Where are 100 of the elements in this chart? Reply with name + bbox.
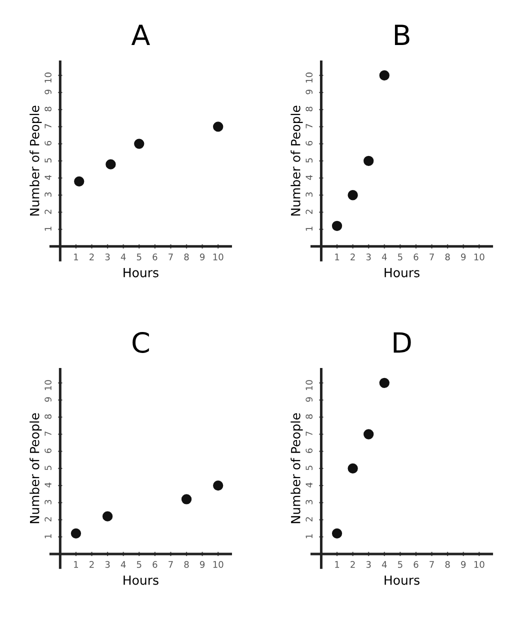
x-tick-label: 5: [398, 561, 402, 568]
point: [213, 122, 224, 132]
x-tick-label: 10: [474, 561, 484, 568]
y-tick-label: 8: [306, 414, 313, 419]
point: [348, 190, 358, 200]
y-tick-label: 2: [306, 517, 312, 522]
x-tick-label: 10: [213, 254, 224, 260]
y-tick-label: 5: [306, 466, 313, 470]
x-tick-label: 2: [90, 254, 94, 260]
point: [181, 494, 192, 504]
chart-title: C: [132, 332, 149, 353]
y-tick-label: 10: [44, 380, 52, 390]
x-tick-label: 6: [414, 561, 418, 568]
x-tick-label: 4: [120, 561, 126, 568]
y-tick-label: 2: [306, 210, 312, 214]
y-axis-title: Number of People: [30, 106, 42, 216]
x-axis-title: Hours: [384, 576, 420, 585]
y-tick-label: 10: [306, 380, 313, 390]
y-tick-label: 7: [306, 432, 312, 436]
x-tick-label: 8: [184, 561, 189, 568]
y-tick-label: 9: [44, 397, 52, 402]
point: [213, 480, 224, 491]
y-tick-label: 2: [44, 517, 52, 522]
y-tick-label: 4: [306, 175, 312, 180]
x-tick-label: 10: [213, 561, 224, 568]
point: [332, 528, 342, 539]
x-tick-label: 8: [445, 254, 450, 260]
y-tick-label: 4: [44, 482, 52, 488]
chart-title: B: [394, 24, 410, 46]
y-tick-label: 7: [306, 124, 312, 128]
point: [379, 378, 390, 388]
x-tick-label: 4: [382, 254, 387, 260]
x-tick-label: 7: [430, 254, 434, 260]
x-tick-label: 7: [168, 254, 173, 260]
x-tick-label: 1: [74, 254, 78, 260]
x-tick-label: 3: [366, 561, 371, 568]
point: [134, 138, 144, 149]
y-axis-title: Number of People: [30, 413, 42, 524]
x-tick-label: 3: [366, 254, 371, 260]
y-tick-label: 1: [306, 226, 312, 231]
y-tick-label: 1: [306, 534, 312, 538]
x-tick-label: 9: [461, 561, 466, 568]
x-tick-label: 6: [414, 254, 418, 260]
x-axis-title: Hours: [384, 268, 420, 278]
x-tick-label: 2: [350, 254, 355, 260]
point: [74, 176, 84, 187]
x-tick-label: 1: [335, 254, 340, 260]
point: [332, 220, 342, 231]
x-tick-label: 3: [105, 254, 110, 260]
x-tick-label: 5: [136, 561, 142, 568]
x-tick-label: 10: [474, 254, 484, 260]
chart-title: A: [131, 24, 150, 46]
x-tick-label: 7: [430, 561, 434, 568]
y-tick-label: 5: [44, 466, 52, 470]
y-axis-title: Number of People: [290, 106, 303, 216]
y-tick-label: 3: [306, 192, 313, 197]
x-tick-label: 7: [168, 561, 173, 568]
y-tick-label: 9: [44, 90, 52, 94]
point: [106, 159, 116, 170]
x-tick-label: 9: [461, 254, 466, 260]
y-tick-label: 1: [44, 226, 52, 231]
y-tick-label: 8: [44, 414, 52, 419]
x-tick-label: 8: [184, 254, 189, 260]
y-tick-label: 8: [306, 106, 313, 112]
y-tick-label: 7: [44, 124, 52, 128]
y-tick-label: 9: [306, 397, 313, 402]
y-tick-label: 5: [306, 158, 313, 163]
point: [348, 463, 358, 474]
y-tick-label: 10: [44, 72, 52, 82]
chart-title: D: [394, 332, 411, 353]
x-tick-label: 6: [152, 561, 158, 568]
y-tick-label: 1: [44, 534, 52, 538]
y-tick-label: 5: [44, 158, 52, 163]
y-tick-label: 9: [306, 90, 313, 94]
y-tick-label: 3: [306, 500, 313, 504]
y-tick-label: 6: [44, 140, 52, 146]
y-tick-label: 6: [306, 448, 313, 454]
x-tick-label: 1: [335, 561, 340, 568]
x-tick-label: 5: [398, 254, 402, 260]
y-tick-label: 6: [306, 140, 313, 146]
x-tick-label: 6: [152, 254, 158, 260]
x-tick-label: 2: [350, 561, 355, 568]
y-tick-label: 8: [44, 106, 52, 112]
y-tick-label: 2: [44, 210, 52, 214]
x-axis-title: Hours: [124, 268, 158, 278]
x-tick-label: 3: [105, 561, 110, 568]
x-tick-label: 8: [445, 561, 450, 568]
x-tick-label: 4: [382, 561, 387, 568]
point: [70, 528, 82, 539]
x-tick-label: 2: [90, 561, 94, 568]
y-tick-label: 7: [44, 432, 52, 436]
point: [364, 429, 374, 440]
point: [364, 156, 374, 166]
point: [379, 70, 390, 80]
x-tick-label: 4: [120, 254, 126, 260]
point: [102, 511, 113, 522]
y-tick-label: 10: [306, 72, 313, 82]
y-tick-label: 4: [306, 482, 312, 488]
x-tick-label: 1: [74, 561, 78, 568]
y-axis-title: Number of People: [290, 413, 303, 524]
